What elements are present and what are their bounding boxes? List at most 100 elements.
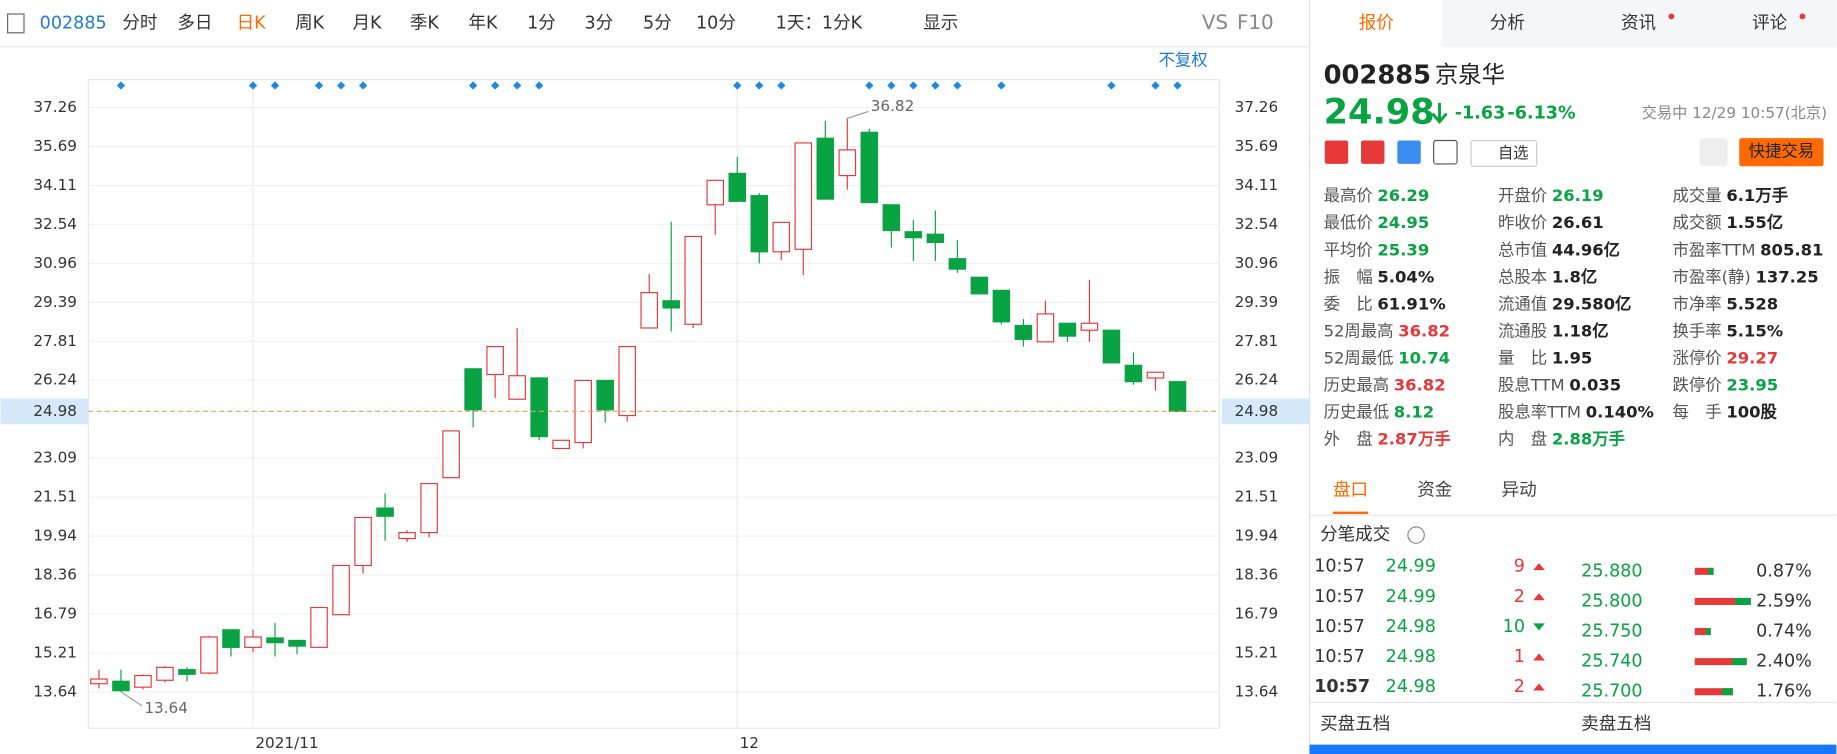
candle-body: [244, 636, 262, 648]
stat-value: 137.25: [1755, 267, 1818, 286]
sub-tab[interactable]: 资金: [1417, 481, 1453, 501]
volume-bar-part: [1735, 597, 1751, 605]
signal-marker: [733, 81, 742, 90]
panel-tab[interactable]: 评论: [1752, 13, 1788, 33]
candle-body: [486, 345, 504, 376]
last-price-label: 24.98: [33, 402, 77, 420]
vs-button[interactable]: VS: [1202, 11, 1228, 34]
stat-label: 市盈率TTM: [1673, 240, 1756, 259]
panel-tab[interactable]: 资讯: [1621, 13, 1656, 33]
signal-marker: [490, 81, 500, 90]
y-tick-label: 19.94: [33, 527, 77, 545]
watch-label[interactable]: 自选: [1498, 144, 1528, 162]
last-price-tag: [0, 398, 89, 425]
candle-body: [794, 142, 813, 250]
stat-label: 外 盘: [1324, 430, 1373, 449]
stat-label: 流通股: [1498, 321, 1547, 340]
sub-tab[interactable]: 盘口: [1333, 481, 1368, 501]
candle-body: [684, 235, 703, 325]
y-tick-label: 32.54: [33, 215, 77, 233]
panel-tab[interactable]: 报价: [1359, 13, 1395, 33]
watch-button[interactable]: [1470, 139, 1538, 167]
candle-body: [200, 636, 218, 674]
y-tick-label: 30.96: [33, 254, 77, 272]
candle-body: [90, 678, 108, 685]
panel-tab[interactable]: 分析: [1490, 13, 1525, 33]
period-tab[interactable]: 3分: [585, 13, 614, 33]
stat-value: 44.96亿: [1552, 240, 1620, 259]
last-price-tag: [1221, 398, 1310, 425]
stock-code: 002885: [40, 13, 107, 33]
level-price: 25.740: [1581, 652, 1642, 672]
stat-label: 流通值: [1498, 294, 1547, 313]
y-tick-label: 15.21: [1235, 644, 1279, 662]
level-pct: 0.87%: [1756, 561, 1812, 581]
period-tab[interactable]: 周K: [295, 13, 325, 33]
volume-bar: [1694, 567, 1714, 575]
f10-button[interactable]: F10: [1237, 11, 1274, 34]
period-tab[interactable]: 月K: [353, 13, 383, 33]
period-tab[interactable]: 5分: [643, 13, 672, 33]
up-arrow: [1533, 593, 1545, 601]
y-tick-label: 18.36: [1235, 566, 1279, 584]
stat-label: 成交额: [1673, 213, 1722, 232]
y-tick-label: 21.51: [1235, 488, 1279, 506]
stat-value: 5.528: [1726, 294, 1778, 313]
stat-value: 29.580亿: [1552, 294, 1632, 313]
level-pct: 1.76%: [1756, 682, 1812, 702]
period-tab[interactable]: 1分: [527, 13, 556, 33]
candle-body: [310, 606, 328, 648]
candle-body: [816, 137, 835, 200]
stat-label: 历史最低: [1324, 403, 1390, 422]
candle-body: [1146, 371, 1165, 379]
stat-label: 最低价: [1324, 213, 1373, 232]
stat-label: 振 幅: [1324, 267, 1373, 286]
level-price: 25.880: [1581, 561, 1642, 581]
y-tick-label: 18.36: [33, 566, 77, 584]
stat-label: 市盈率(静): [1673, 267, 1751, 286]
quote-status: 交易中 12/29 10:57(北京): [1642, 104, 1827, 122]
stat-value: 0.035: [1569, 376, 1621, 395]
candle-body: [948, 258, 967, 270]
sub-tab[interactable]: 异动: [1502, 481, 1537, 501]
candle-body: [420, 482, 438, 534]
signal-marker: [513, 81, 522, 90]
level-pct: 0.74%: [1756, 622, 1812, 642]
alert-button[interactable]: [1699, 138, 1728, 167]
candle-body: [442, 430, 460, 479]
period-tab[interactable]: 季K: [410, 13, 440, 33]
volume-bar-part: [1706, 628, 1711, 636]
period-tab[interactable]: 日K: [237, 13, 267, 33]
candle-body: [992, 289, 1011, 323]
range-select[interactable]: 1天：1分K: [776, 13, 863, 33]
trade-button[interactable]: [1739, 138, 1824, 167]
signal-marker: [931, 81, 940, 90]
candle-body: [706, 179, 725, 206]
candle-body: [1080, 322, 1099, 331]
quote-price: 24.98: [1324, 92, 1435, 133]
candle-body: [552, 439, 570, 450]
stat-label: 涨停价: [1673, 348, 1722, 367]
up-arrow: [1533, 653, 1545, 661]
stat-label: 总市值: [1498, 240, 1547, 259]
trade-volume: 2: [1514, 587, 1525, 607]
trade-volume: 9: [1514, 557, 1525, 577]
signal-marker: [358, 81, 368, 90]
stat-label: 52周最低: [1324, 348, 1394, 367]
display-menu[interactable]: 显示: [923, 13, 958, 33]
stat-value: 0.140%: [1586, 403, 1654, 422]
y-tick-label: 23.09: [33, 449, 77, 467]
level-price: 25.800: [1581, 591, 1642, 611]
period-tab[interactable]: 年K: [468, 13, 498, 33]
up-arrow: [1533, 563, 1545, 571]
period-tab[interactable]: 10分: [696, 13, 736, 33]
trade-label[interactable]: 快捷交易: [1749, 142, 1815, 161]
adjust-toggle[interactable]: 不复权: [1159, 50, 1208, 69]
period-tab[interactable]: 多日: [177, 13, 212, 33]
footer-label: 买盘五档: [1320, 715, 1390, 735]
menu-icon[interactable]: [7, 13, 25, 34]
period-tab[interactable]: 分时: [122, 13, 157, 33]
trade-price: 24.99: [1386, 557, 1436, 577]
stat-value: 2.87万手: [1377, 430, 1450, 449]
y-tick-label: 21.51: [33, 488, 77, 506]
